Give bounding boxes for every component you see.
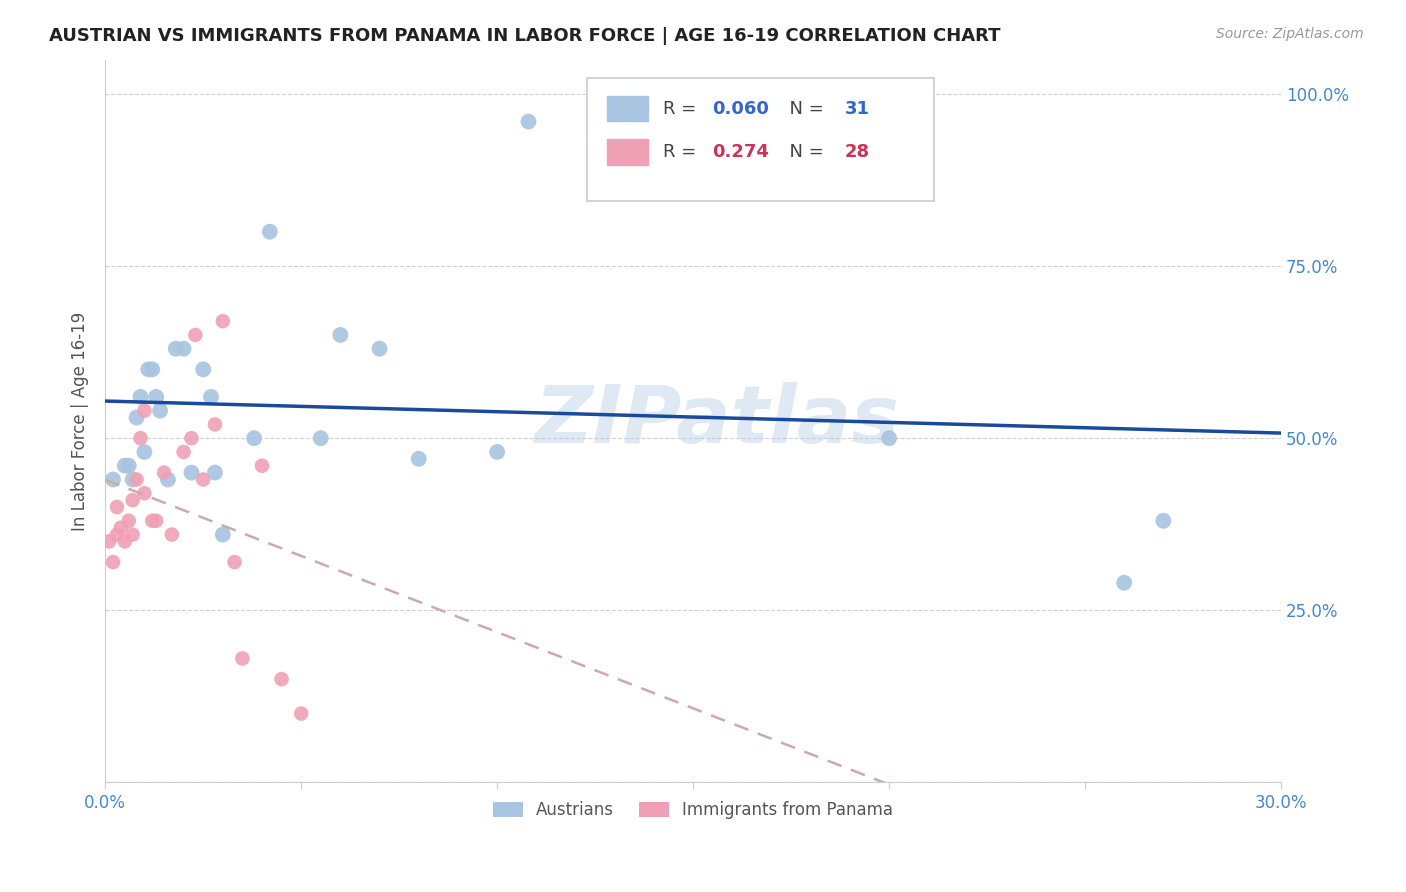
- Text: N =: N =: [778, 143, 830, 161]
- Point: [101, 555, 124, 569]
- Point: [165, 342, 187, 356]
- Point: [101, 473, 124, 487]
- Point: [259, 225, 281, 239]
- Text: 31: 31: [845, 100, 870, 118]
- Point: [173, 445, 195, 459]
- FancyBboxPatch shape: [607, 96, 648, 121]
- Point: [184, 327, 207, 342]
- Point: [250, 458, 273, 473]
- Point: [118, 514, 141, 528]
- Point: [114, 534, 136, 549]
- Point: [129, 390, 152, 404]
- Point: [129, 431, 152, 445]
- Point: [231, 651, 253, 665]
- Point: [121, 493, 143, 508]
- Legend: Austrians, Immigrants from Panama: Austrians, Immigrants from Panama: [486, 795, 900, 826]
- Point: [114, 458, 136, 473]
- Point: [224, 555, 246, 569]
- Point: [204, 417, 226, 432]
- Point: [193, 362, 215, 376]
- Text: 0.274: 0.274: [711, 143, 769, 161]
- Point: [211, 527, 233, 541]
- Point: [105, 500, 128, 514]
- Text: R =: R =: [662, 143, 702, 161]
- Text: Source: ZipAtlas.com: Source: ZipAtlas.com: [1216, 27, 1364, 41]
- Point: [517, 114, 540, 128]
- Y-axis label: In Labor Force | Age 16-19: In Labor Force | Age 16-19: [72, 311, 89, 531]
- Point: [408, 451, 430, 466]
- Point: [329, 327, 352, 342]
- FancyBboxPatch shape: [607, 139, 648, 165]
- Point: [180, 466, 202, 480]
- Point: [134, 403, 156, 417]
- Point: [1114, 575, 1136, 590]
- Point: [134, 486, 156, 500]
- Point: [368, 342, 391, 356]
- Point: [105, 527, 128, 541]
- Point: [270, 672, 292, 686]
- Point: [1152, 514, 1174, 528]
- Point: [145, 390, 167, 404]
- Point: [156, 473, 179, 487]
- Point: [149, 403, 172, 417]
- Point: [243, 431, 266, 445]
- Text: R =: R =: [662, 100, 702, 118]
- Point: [121, 527, 143, 541]
- Text: AUSTRIAN VS IMMIGRANTS FROM PANAMA IN LABOR FORCE | AGE 16-19 CORRELATION CHART: AUSTRIAN VS IMMIGRANTS FROM PANAMA IN LA…: [49, 27, 1001, 45]
- Point: [193, 473, 215, 487]
- Point: [98, 534, 121, 549]
- Point: [180, 431, 202, 445]
- Text: 28: 28: [845, 143, 870, 161]
- Point: [141, 514, 163, 528]
- Point: [173, 342, 195, 356]
- Point: [145, 514, 167, 528]
- Point: [153, 466, 176, 480]
- Point: [118, 458, 141, 473]
- Point: [211, 314, 233, 328]
- Point: [200, 390, 222, 404]
- FancyBboxPatch shape: [588, 78, 934, 201]
- Point: [290, 706, 312, 721]
- Point: [486, 445, 509, 459]
- Point: [136, 362, 159, 376]
- Point: [121, 473, 143, 487]
- Point: [110, 521, 132, 535]
- Point: [141, 362, 163, 376]
- Point: [125, 410, 148, 425]
- Point: [309, 431, 332, 445]
- Point: [877, 431, 900, 445]
- Point: [603, 114, 626, 128]
- Point: [160, 527, 183, 541]
- Text: ZIPatlas: ZIPatlas: [534, 382, 898, 460]
- Point: [125, 473, 148, 487]
- Point: [134, 445, 156, 459]
- Text: 0.060: 0.060: [711, 100, 769, 118]
- Point: [204, 466, 226, 480]
- Text: N =: N =: [778, 100, 830, 118]
